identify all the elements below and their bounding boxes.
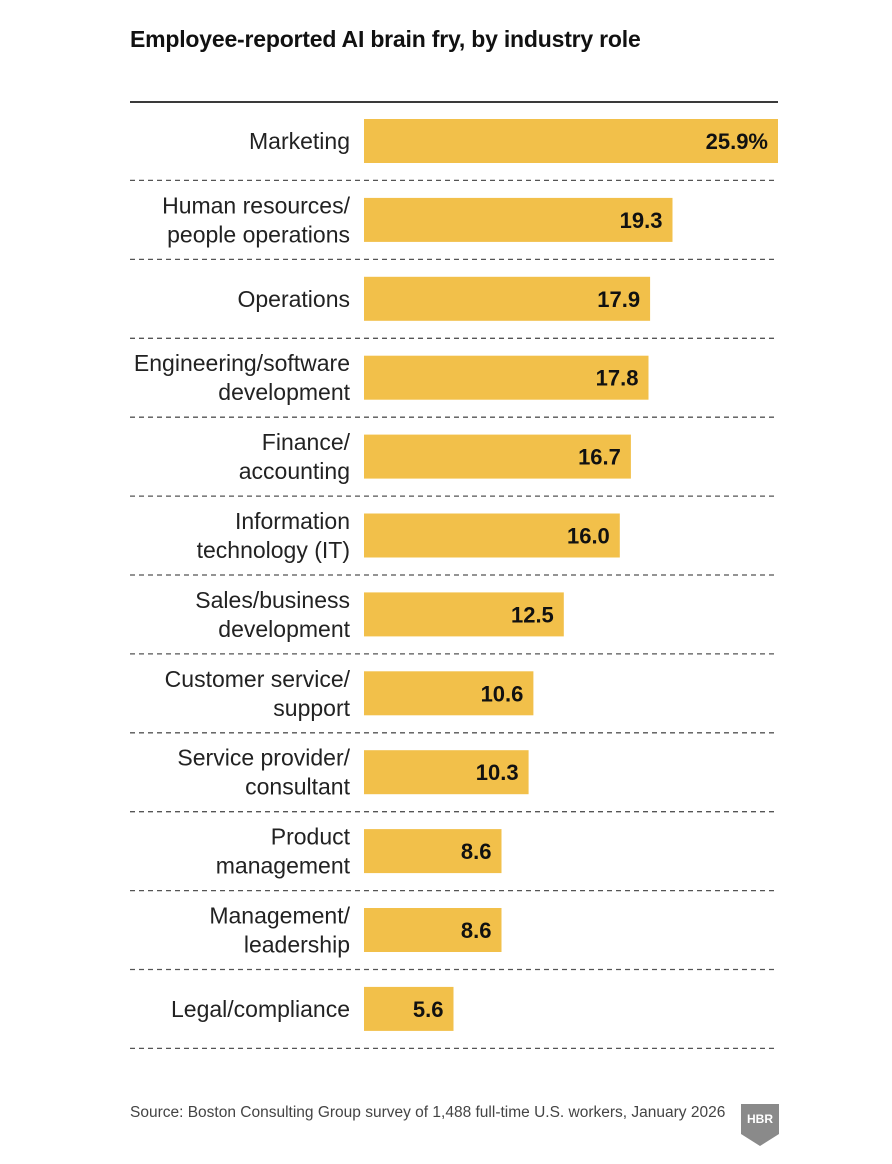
bar-value-label: 10.6 — [481, 681, 524, 706]
bar — [364, 671, 534, 716]
category-label: Product management — [216, 824, 351, 879]
bar-chart: 25.9% Marketing 19.3 Human resources/people… — [130, 119, 778, 1050]
bar-value-label: 8.6 — [461, 839, 492, 864]
logo-text: HBR — [747, 1112, 773, 1126]
bar — [364, 986, 454, 1031]
bar-value-label: 17.8 — [596, 366, 639, 391]
bar — [364, 750, 529, 795]
bar-value-label: 17.9 — [597, 287, 640, 312]
bar-value-label: 10.3 — [476, 760, 519, 785]
bar-value-label: 8.6 — [461, 918, 492, 943]
hbr-shield-logo: HBR — [741, 1104, 779, 1146]
bar-value-label: 16.0 — [567, 524, 610, 549]
bar — [364, 197, 673, 242]
category-label: Service provider/consultant — [177, 745, 350, 800]
chart-title: Employee-reported AI brain fry, by indus… — [130, 26, 641, 52]
category-label: Information technology (IT) — [197, 508, 350, 563]
category-label: Marketing — [249, 128, 350, 154]
bar — [364, 908, 502, 952]
bar — [364, 276, 651, 321]
bar — [364, 355, 649, 400]
category-label: Customer service/support — [165, 666, 351, 721]
category-label: Management/leadership — [209, 903, 350, 958]
category-label: Engineering/software development — [134, 350, 351, 405]
bar — [364, 434, 631, 479]
bar-value-label: 25.9% — [706, 129, 768, 154]
category-label: Operations — [237, 286, 350, 312]
category-label: Legal/compliance — [171, 996, 350, 1022]
category-label: Human resources/people operations — [162, 192, 351, 247]
category-label: Sales/business development — [195, 587, 350, 642]
bar-value-label: 12.5 — [511, 602, 554, 627]
bar — [364, 829, 502, 874]
bar-value-label: 5.6 — [413, 997, 444, 1022]
top-rule — [130, 101, 778, 103]
bar — [364, 119, 778, 163]
bar — [364, 592, 564, 637]
source-note: Source: Boston Consulting Group survey o… — [130, 1104, 726, 1121]
bar-value-label: 19.3 — [620, 208, 663, 233]
category-label: Finance/accounting — [239, 429, 351, 484]
bar — [364, 513, 620, 558]
bar-value-label: 16.7 — [578, 445, 621, 470]
